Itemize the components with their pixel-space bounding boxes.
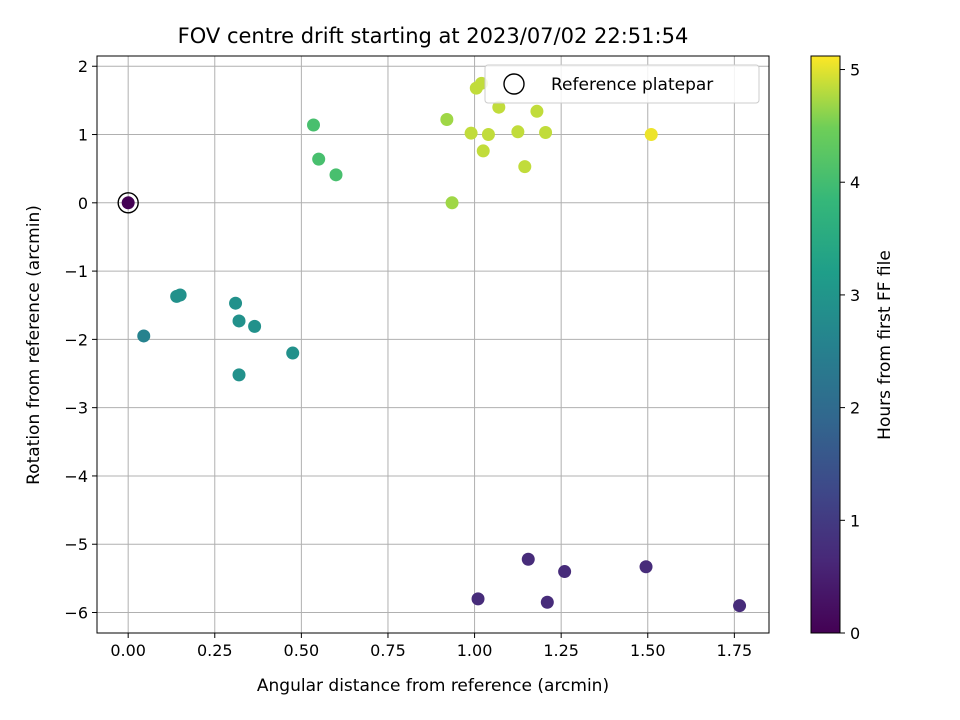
x-tick-label: 0.25	[197, 641, 233, 660]
plot-frame	[96, 55, 770, 634]
colorbar-tick-label: 3	[850, 286, 860, 305]
x-tick-label: 0.50	[284, 641, 320, 660]
x-tick-label: 1.00	[457, 641, 493, 660]
data-points	[117, 76, 747, 613]
data-point	[306, 118, 320, 132]
y-tick-label: −1	[64, 262, 88, 281]
chart-title: FOV centre drift starting at 2023/07/02 …	[178, 24, 689, 48]
data-point	[329, 168, 343, 182]
data-point	[440, 113, 454, 127]
data-point	[639, 560, 653, 574]
data-point	[445, 196, 459, 210]
data-point	[511, 125, 525, 139]
data-point	[121, 196, 135, 210]
y-tick-label: −6	[64, 604, 88, 623]
grid-lines	[97, 56, 769, 633]
legend-marker	[503, 73, 525, 95]
y-axis-ticks: 2 1 0 −1 −2 −3 −4 −5 −6	[64, 57, 97, 623]
legend-label: Reference platepar	[551, 75, 713, 95]
data-point	[464, 126, 478, 140]
colorbar-tick-label: 4	[850, 173, 860, 192]
colorbar: 0 1 2 3 4 5 Hours from first FF file	[810, 55, 895, 643]
y-tick-label: −2	[64, 330, 88, 349]
y-tick-label: 0	[78, 194, 88, 213]
colorbar-label: Hours from first FF file	[875, 250, 895, 440]
data-point	[312, 152, 326, 166]
data-point	[539, 125, 553, 139]
data-point	[644, 128, 658, 142]
data-point	[558, 565, 572, 579]
data-point	[137, 329, 151, 343]
y-tick-label: −3	[64, 399, 88, 418]
data-point	[229, 296, 243, 310]
data-point	[476, 144, 490, 158]
data-point	[471, 592, 485, 606]
data-point	[530, 104, 544, 118]
y-tick-label: 1	[78, 126, 88, 145]
x-tick-label: 1.50	[630, 641, 666, 660]
y-tick-label: −5	[64, 535, 88, 554]
data-point	[492, 100, 506, 114]
data-point	[248, 319, 262, 333]
x-tick-label: 0.75	[370, 641, 406, 660]
data-point	[733, 599, 747, 613]
colorbar-tick-label: 0	[850, 624, 860, 643]
x-axis-label: Angular distance from reference (arcmin)	[257, 676, 609, 696]
x-tick-label: 0.00	[110, 641, 146, 660]
x-axis-ticks: 0.00 0.25 0.50 0.75 1.00 1.25 1.50 1.75	[110, 633, 752, 660]
legend-box	[484, 64, 760, 104]
colorbar-ticks: 0 1 2 3 4 5	[840, 61, 860, 643]
colorbar-tick-label: 1	[850, 511, 860, 530]
data-point	[518, 160, 532, 174]
data-point	[286, 346, 300, 360]
data-point	[232, 314, 246, 328]
colorbar-tick-label: 5	[850, 61, 860, 80]
data-point	[540, 595, 554, 609]
y-tick-label: 2	[78, 57, 88, 76]
data-point	[232, 368, 246, 382]
y-tick-label: −4	[64, 467, 88, 486]
colorbar-gradient	[810, 55, 841, 634]
data-point	[521, 552, 535, 566]
data-point	[173, 288, 187, 302]
reference-platepar-marker	[117, 192, 139, 214]
x-tick-label: 1.25	[543, 641, 579, 660]
legend: Reference platepar	[484, 64, 760, 104]
x-tick-label: 1.75	[717, 641, 753, 660]
data-point	[481, 128, 495, 142]
y-axis-label: Rotation from reference (arcmin)	[24, 205, 44, 485]
colorbar-tick-label: 2	[850, 399, 860, 418]
